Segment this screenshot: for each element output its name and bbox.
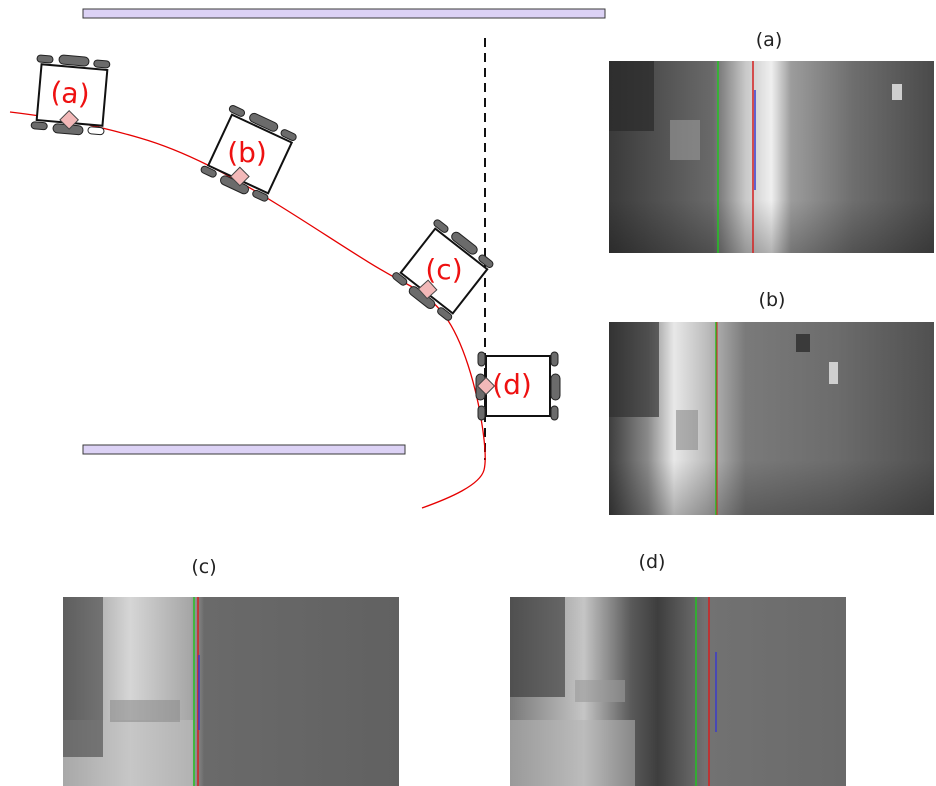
robot-b: (b) [200,105,297,202]
robot-a: (a) [30,54,111,136]
camera-view-d [510,597,846,786]
sensor-marker [59,110,80,130]
sensor-marker [417,279,438,300]
wheel [93,59,111,69]
view-caption: (c) [191,556,216,578]
sensor-marker [476,376,496,396]
robot-trajectory [9,111,486,509]
wheel [550,373,561,401]
wheel [30,121,48,131]
wheel [280,129,297,141]
robot-label: (b) [227,136,267,169]
wheel [437,307,453,321]
wheel [550,405,559,421]
wheel [58,54,90,67]
view-caption: (a) [756,29,782,51]
wheel [550,351,559,367]
robot-c: (c) [392,219,494,321]
robot-label: (c) [425,253,462,286]
wheel [451,231,478,255]
wheel [477,351,486,367]
wheel [252,189,269,202]
wheel [228,105,246,117]
camera-view-c [63,597,399,786]
wheel [433,219,449,233]
camera-view-a [609,61,934,253]
wheel [87,126,105,136]
wheel [478,254,494,268]
robot-label: (a) [49,75,91,111]
robot-label: (d) [492,368,532,401]
camera-view-b [609,322,934,515]
wheel [477,405,486,421]
wall-top [82,8,606,19]
wheel [392,272,408,286]
wheel [36,54,54,64]
robot-d: (d) [475,351,561,421]
wheel [249,112,279,132]
wall-bottom [82,444,406,455]
view-caption: (d) [639,551,666,573]
sensor-marker [229,166,250,187]
wheel [200,165,217,178]
view-caption: (b) [759,289,786,311]
